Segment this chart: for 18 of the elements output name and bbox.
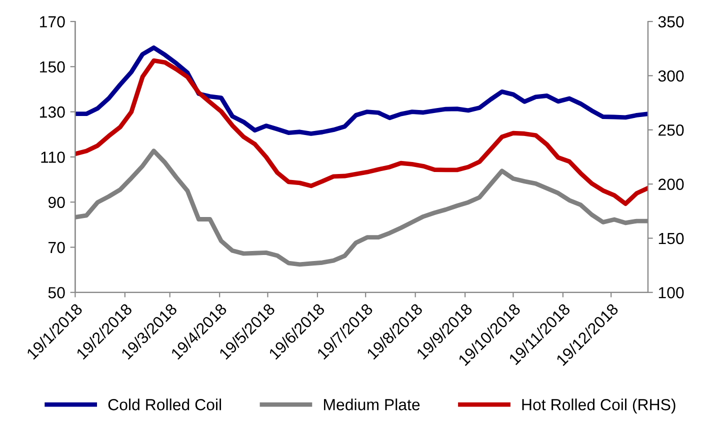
legend-label: Hot Rolled Coil (RHS) [522, 398, 676, 414]
legend-label: Medium Plate [324, 398, 420, 410]
legend-label: Cold Rolled Coil [108, 398, 222, 410]
y-tick-label: 110 [41, 152, 65, 163]
y2-tick-label: 300 [658, 70, 684, 82]
line-series [75, 58, 648, 206]
y-tick-label: 150 [40, 61, 65, 73]
y2-tick-label: 350 [658, 16, 684, 28]
y-tick-label: 130 [40, 106, 65, 118]
y2-tick-label: 150 [658, 232, 684, 244]
y2-tick-label: 250 [658, 124, 684, 136]
y2-tick-label: 100 [658, 287, 684, 298]
y-tick-label: 50 [48, 287, 65, 298]
line-series [75, 45, 648, 136]
y-tick-label: 170 [40, 16, 65, 28]
y-tick-label: 70 [48, 242, 65, 254]
y2-tick-label: 200 [658, 178, 684, 190]
y-tick-label: 90 [48, 196, 65, 208]
